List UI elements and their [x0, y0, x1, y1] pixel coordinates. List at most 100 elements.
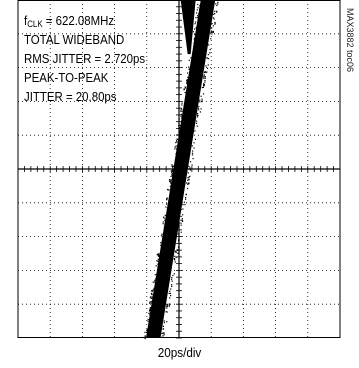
- trace-sample: [171, 284, 173, 286]
- trace-sample: [178, 127, 180, 129]
- trace-sample: [206, 67, 209, 69]
- trace-sample: [194, 130, 196, 132]
- trace-sample: [197, 7, 199, 9]
- trace-sample: [186, 182, 188, 184]
- trace-sample: [172, 165, 175, 167]
- trace-sample: [168, 304, 170, 306]
- trace-sample: [151, 297, 153, 299]
- trace-sample: [160, 244, 162, 246]
- trace-sample: [184, 86, 186, 88]
- trace-sample: [146, 329, 148, 332]
- x-axis-scale-label: 20ps/div: [157, 345, 202, 360]
- trace-sample: [149, 312, 151, 314]
- trace-sample: [204, 77, 206, 79]
- trace-sample: [181, 114, 184, 116]
- trace-sample: [157, 254, 159, 256]
- trace-sample: [148, 312, 150, 315]
- trace-sample: [160, 235, 163, 237]
- ringing-dip: [180, 0, 196, 55]
- trace-sample: [198, 13, 200, 15]
- trace-sample: [201, 100, 203, 102]
- jitter-edge-band: [145, 0, 216, 338]
- trace-sample: [176, 138, 178, 140]
- trace-sample: [174, 146, 176, 148]
- trace-sample: [194, 21, 197, 23]
- trace-sample: [187, 183, 189, 185]
- trace-sample: [152, 281, 154, 283]
- trace-sample: [196, 9, 198, 11]
- trace-sample: [171, 165, 173, 167]
- trace-sample: [205, 71, 207, 74]
- trace-sample: [191, 164, 193, 166]
- trace-sample: [198, 105, 200, 108]
- trace-sample: [149, 297, 151, 299]
- trace-sample: [214, 22, 216, 24]
- trace-sample: [182, 214, 184, 216]
- trace-sample: [203, 75, 205, 77]
- trace-sample: [197, 107, 200, 109]
- trace-sample: [181, 219, 184, 221]
- trace-sample: [182, 208, 184, 210]
- trace-sample: [175, 251, 177, 253]
- trace-sample: [174, 255, 176, 257]
- trace-sample: [188, 66, 190, 68]
- trace-sample: [175, 140, 178, 142]
- trace-sample: [153, 281, 155, 283]
- trace-sample: [150, 296, 152, 298]
- trace-sample: [171, 285, 173, 287]
- trace-sample: [171, 277, 173, 279]
- trace-sample: [178, 125, 180, 127]
- trace-sample: [191, 57, 193, 59]
- trace-sample: [162, 238, 164, 240]
- trace-sample: [149, 309, 152, 312]
- trace-sample: [163, 334, 165, 336]
- trace-sample: [180, 110, 182, 113]
- trace-sample: [199, 6, 201, 8]
- trace-sample: [186, 79, 188, 81]
- trace-sample: [144, 335, 146, 337]
- trace-sample: [176, 145, 178, 147]
- trace-sample: [175, 142, 177, 144]
- trace-sample: [166, 203, 168, 205]
- trace-sample: [198, 109, 200, 111]
- trace-sample: [180, 231, 182, 233]
- trace-sample: [184, 203, 186, 206]
- trace-sample: [150, 307, 152, 309]
- trace-sample: [181, 117, 183, 119]
- trace-sample: [210, 31, 212, 33]
- trace-sample: [158, 256, 161, 258]
- trace-sample: [146, 331, 148, 333]
- trace-sample: [204, 81, 206, 83]
- trace-sample: [157, 263, 159, 265]
- trace-sample: [192, 157, 194, 160]
- trace-sample: [149, 308, 151, 310]
- trace-sample: [152, 296, 154, 298]
- trace-sample: [149, 309, 151, 311]
- trace-sample: [198, 8, 201, 10]
- trace-sample: [201, 98, 203, 100]
- trace-sample: [152, 289, 154, 291]
- trace-sample: [174, 250, 177, 252]
- trace-sample: [154, 279, 156, 281]
- trace-sample: [193, 39, 195, 41]
- trace-sample: [191, 152, 194, 154]
- trace-sample: [214, 10, 216, 12]
- trace-sample: [196, 114, 199, 116]
- trace-sample: [174, 148, 176, 150]
- trace-sample: [214, 23, 216, 25]
- trace-sample: [212, 17, 215, 19]
- trace-sample: [188, 179, 190, 181]
- trace-sample: [162, 221, 164, 223]
- trace-sample: [213, 18, 215, 20]
- trace-sample: [161, 332, 163, 335]
- trace-sample: [156, 260, 158, 262]
- trace-sample: [168, 292, 170, 295]
- trace-sample: [170, 294, 172, 297]
- trace-sample: [156, 273, 158, 275]
- trace-sample: [164, 214, 166, 217]
- trace-sample: [200, 101, 203, 103]
- trace-sample: [146, 329, 148, 331]
- trace-sample: [177, 233, 179, 235]
- trace-sample: [187, 72, 189, 74]
- trace-sample: [180, 113, 182, 116]
